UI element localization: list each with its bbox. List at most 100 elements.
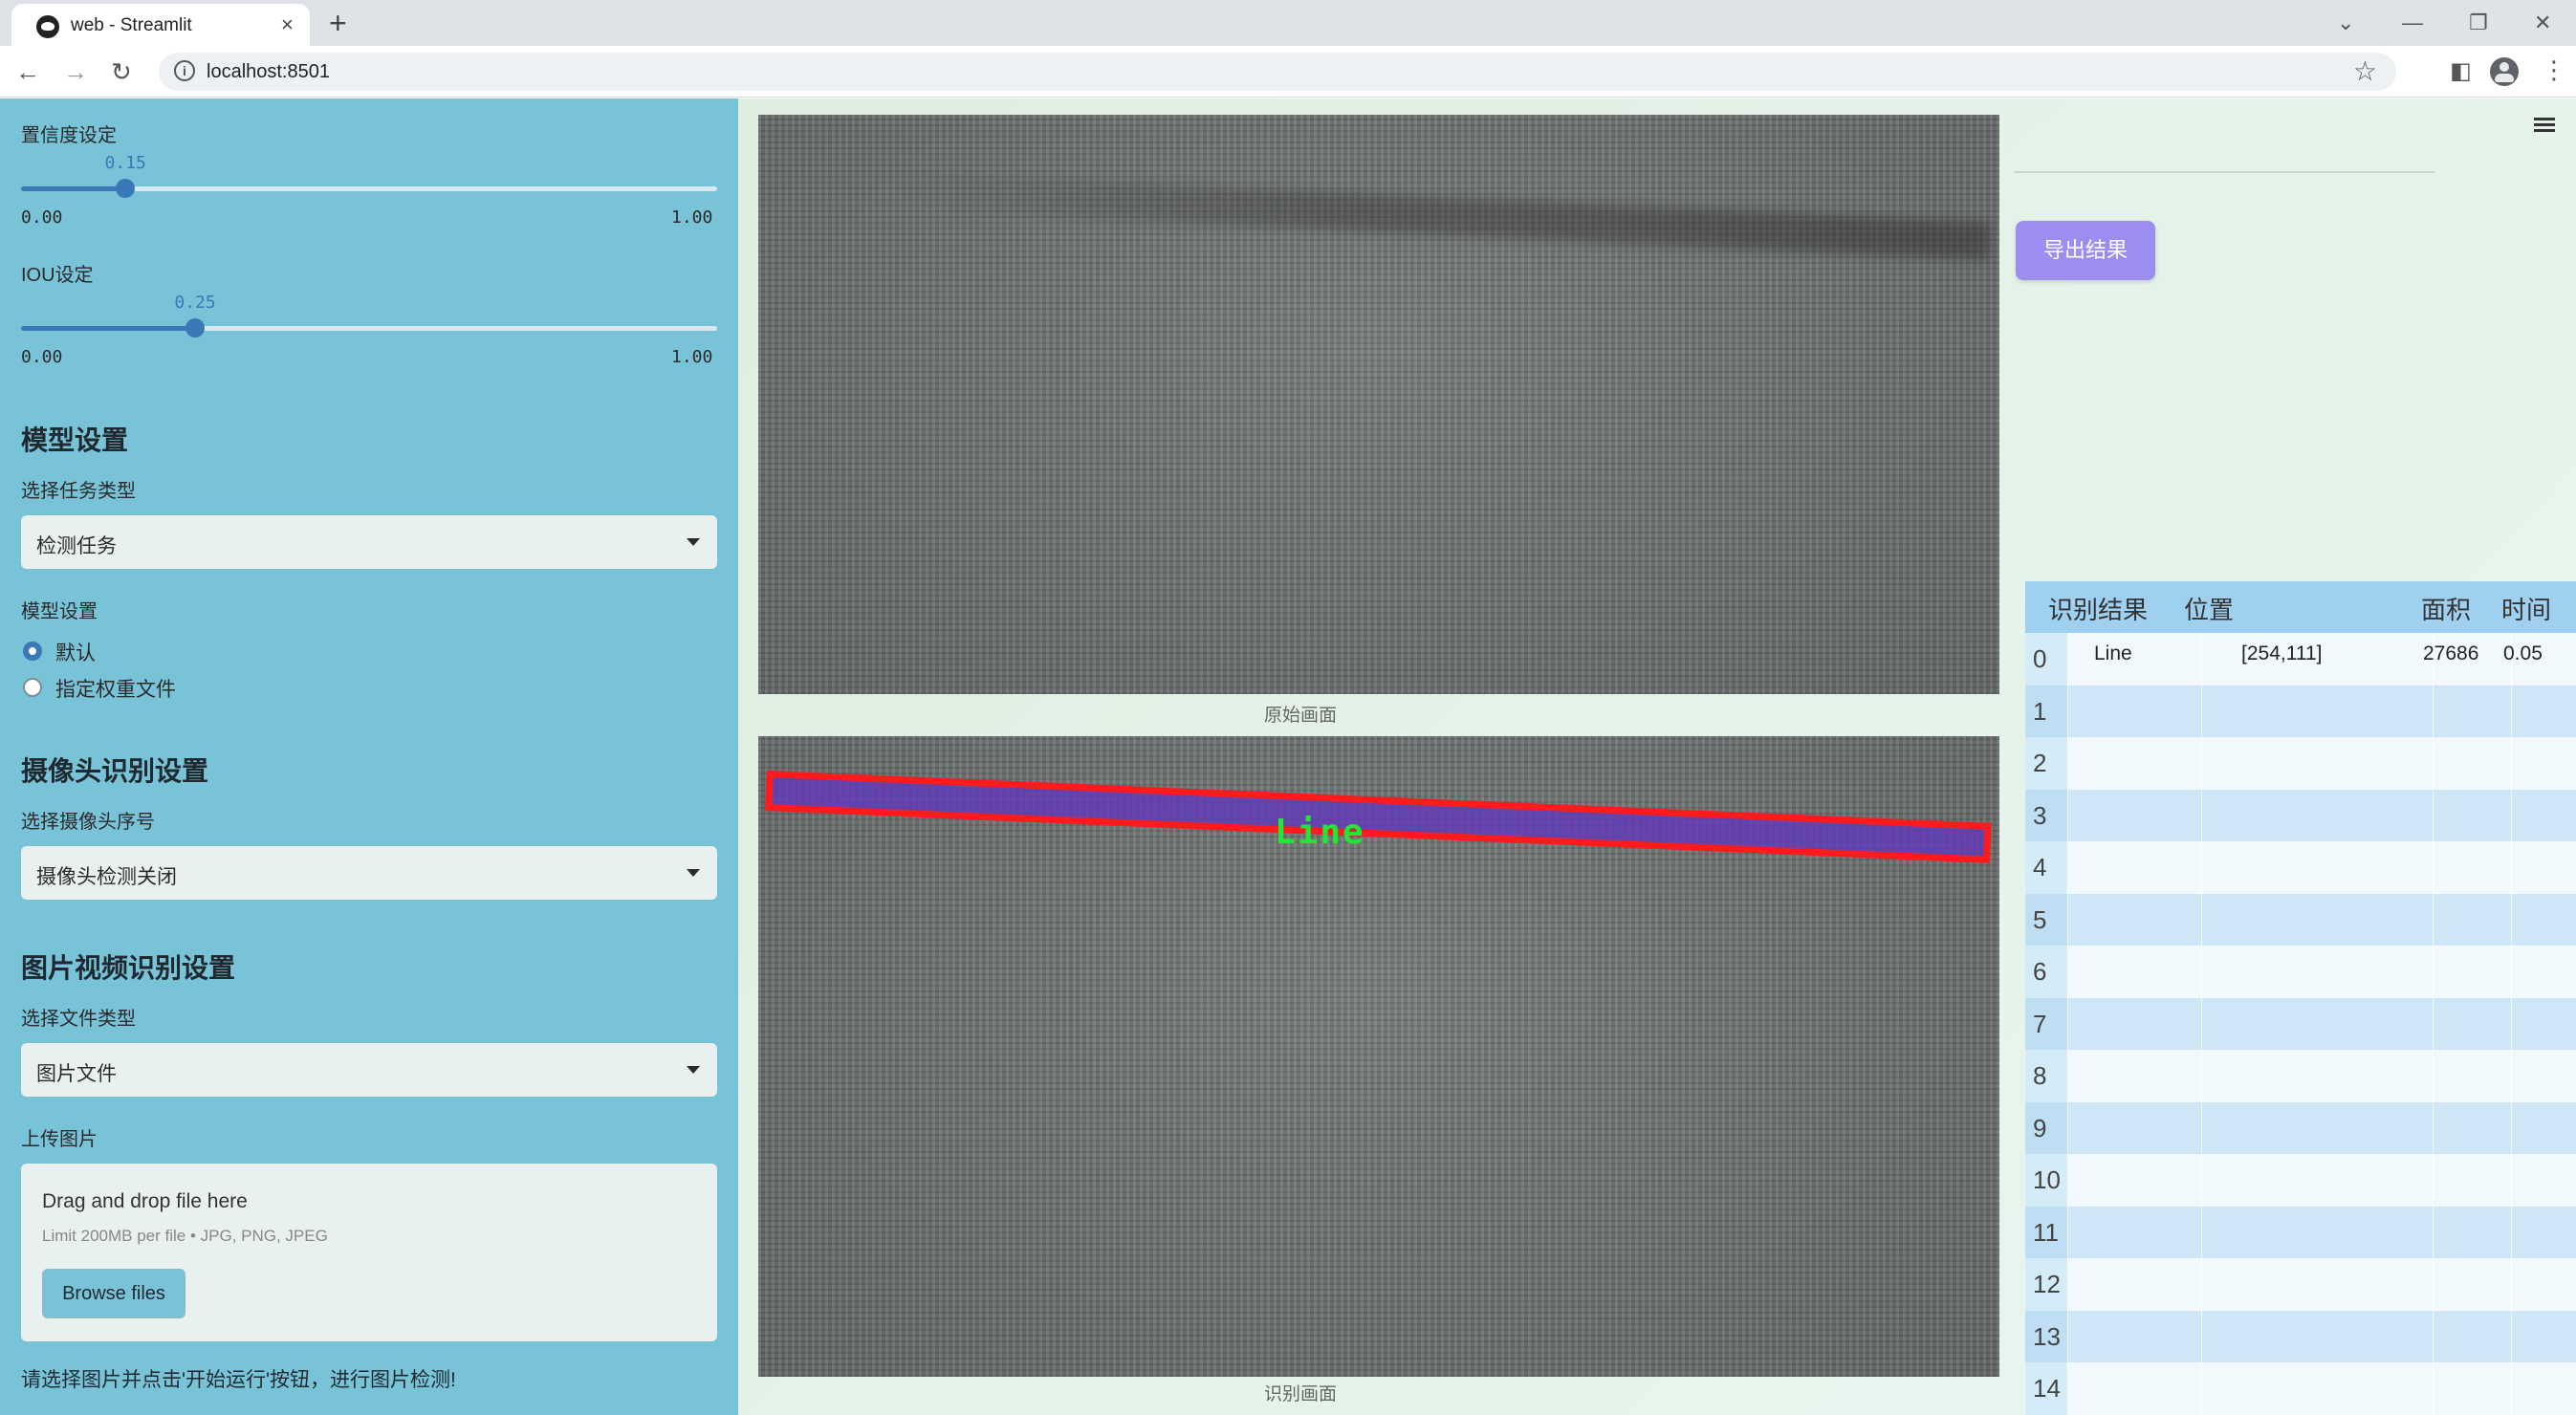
table-row[interactable]: 3: [2025, 789, 2576, 841]
close-window-icon[interactable]: ✕: [2534, 11, 2552, 34]
original-caption: 原始画面: [1263, 706, 1338, 726]
camera-select[interactable]: 摄像头检测关闭: [21, 846, 717, 900]
original-image: [758, 115, 1999, 694]
column-divider: [2433, 1050, 2434, 1102]
row-index-cell: [2025, 1050, 2067, 1102]
confidence-value: 0.15: [104, 153, 146, 173]
confidence-min: 0.00: [21, 207, 63, 228]
column-divider: [2511, 1206, 2512, 1258]
export-results-button[interactable]: 导出结果: [2016, 221, 2155, 280]
column-divider: [2201, 893, 2202, 946]
fabric-texture: [758, 115, 1999, 694]
row-index: 4: [2033, 853, 2047, 882]
column-divider: [2433, 946, 2434, 998]
row-index: 6: [2033, 957, 2047, 986]
row-index: 14: [2033, 1374, 2061, 1403]
browser-tab[interactable]: web - Streamlit ×: [11, 4, 310, 46]
table-row[interactable]: 12: [2025, 1258, 2576, 1311]
column-divider: [2067, 1310, 2068, 1362]
table-row[interactable]: 8: [2025, 1050, 2576, 1102]
profile-avatar-icon[interactable]: [2490, 57, 2519, 86]
file-type-select[interactable]: 图片文件: [21, 1043, 717, 1097]
reload-icon[interactable]: ↻: [111, 57, 132, 86]
browser-menu-icon[interactable]: ⋮: [2542, 55, 2566, 84]
table-row[interactable]: 9: [2025, 1101, 2576, 1154]
sidebar: 置信度设定 0.15 0.00 1.00 IOU设定 0.25 0.00 1.0…: [0, 98, 738, 1415]
row-index-cell: [2025, 946, 2067, 998]
table-row[interactable]: 5: [2025, 893, 2576, 946]
column-divider: [2201, 1258, 2202, 1311]
iou-slider[interactable]: [21, 318, 717, 337]
table-row[interactable]: 14: [2025, 1362, 2576, 1415]
header-time[interactable]: 时间: [2501, 596, 2552, 624]
table-row[interactable]: 10: [2025, 1154, 2576, 1207]
header-position[interactable]: 位置: [2184, 596, 2235, 624]
column-divider: [2433, 1310, 2434, 1362]
cell-position: [254,111]: [2241, 642, 2323, 664]
column-divider: [2067, 946, 2068, 998]
table-row[interactable]: 6: [2025, 946, 2576, 998]
row-index: 11: [2033, 1217, 2059, 1247]
row-index-cell: [2025, 633, 2067, 686]
column-divider: [2201, 1206, 2202, 1258]
restore-window-icon[interactable]: ❐: [2469, 11, 2488, 34]
radio-checked-icon[interactable]: [23, 642, 42, 661]
column-divider: [2433, 685, 2434, 737]
upload-title: Drag and drop file here: [42, 1190, 248, 1212]
header-result[interactable]: 识别结果: [2048, 596, 2149, 624]
row-index-cell: [2025, 685, 2067, 737]
model-settings-label: 模型设置: [21, 601, 98, 622]
task-type-select[interactable]: 检测任务: [21, 515, 717, 569]
column-divider: [2201, 1101, 2202, 1154]
tab-search-chevron-icon[interactable]: ⌄: [2337, 11, 2355, 34]
hamburger-menu-icon[interactable]: [2534, 118, 2555, 133]
column-divider: [2511, 1101, 2512, 1154]
table-header: 识别结果 位置 面积 时间: [2025, 581, 2576, 633]
row-index-cell: [2025, 789, 2067, 841]
browser-tab-bar: web - Streamlit × + ⌄ — ❐ ✕: [0, 0, 2576, 46]
iou-slider-thumb[interactable]: [186, 318, 205, 337]
table-row[interactable]: 0 Line [254,111] 27686 0.05: [2025, 633, 2576, 686]
tab-close-icon[interactable]: ×: [281, 12, 294, 36]
url-text[interactable]: localhost:8501: [207, 61, 330, 82]
sidebar-hint: 请选择图片并点击'开始运行'按钮，进行图片检测!: [21, 1369, 456, 1391]
divider: [2014, 171, 2434, 173]
bookmark-star-icon[interactable]: ☆: [2352, 56, 2377, 86]
column-divider: [2201, 685, 2202, 737]
column-divider: [2511, 1310, 2512, 1362]
table-row[interactable]: 11: [2025, 1206, 2576, 1258]
table-row[interactable]: 7: [2025, 997, 2576, 1050]
side-panel-icon[interactable]: ◧: [2450, 58, 2472, 84]
column-divider: [2201, 841, 2202, 894]
confidence-slider[interactable]: [21, 179, 717, 198]
file-type-label: 选择文件类型: [21, 1009, 136, 1030]
file-type-value: 图片文件: [36, 1063, 117, 1085]
forward-arrow-icon[interactable]: →: [63, 57, 88, 86]
site-info-icon[interactable]: i: [174, 60, 195, 81]
url-field[interactable]: i localhost:8501 ☆: [159, 53, 2396, 91]
browser-address-bar: ← → ↻ i localhost:8501 ☆ ◧ ⋮: [0, 46, 2576, 98]
file-uploader-dropzone[interactable]: Drag and drop file here Limit 200MB per …: [21, 1164, 717, 1341]
task-type-value: 检测任务: [36, 535, 117, 557]
column-divider: [2433, 1154, 2434, 1207]
back-arrow-icon[interactable]: ←: [15, 57, 40, 86]
table-row[interactable]: 13: [2025, 1310, 2576, 1362]
confidence-slider-thumb[interactable]: [116, 179, 136, 198]
column-divider: [2433, 789, 2434, 841]
header-area[interactable]: 面积: [2421, 596, 2472, 624]
table-row[interactable]: 4: [2025, 841, 2576, 894]
column-divider: [2067, 685, 2068, 737]
radio-unchecked-icon[interactable]: [23, 678, 42, 697]
minimize-window-icon[interactable]: —: [2402, 11, 2423, 34]
column-divider: [2201, 633, 2202, 686]
row-index: 2: [2033, 749, 2047, 777]
row-index-cell: [2025, 1154, 2067, 1207]
browse-files-button[interactable]: Browse files: [42, 1269, 186, 1318]
new-tab-button[interactable]: +: [329, 6, 347, 40]
row-index-cell: [2025, 1310, 2067, 1362]
column-divider: [2067, 997, 2068, 1050]
column-divider: [2201, 1310, 2202, 1362]
column-divider: [2067, 633, 2068, 686]
table-row[interactable]: 2: [2025, 737, 2576, 790]
table-row[interactable]: 1: [2025, 685, 2576, 737]
